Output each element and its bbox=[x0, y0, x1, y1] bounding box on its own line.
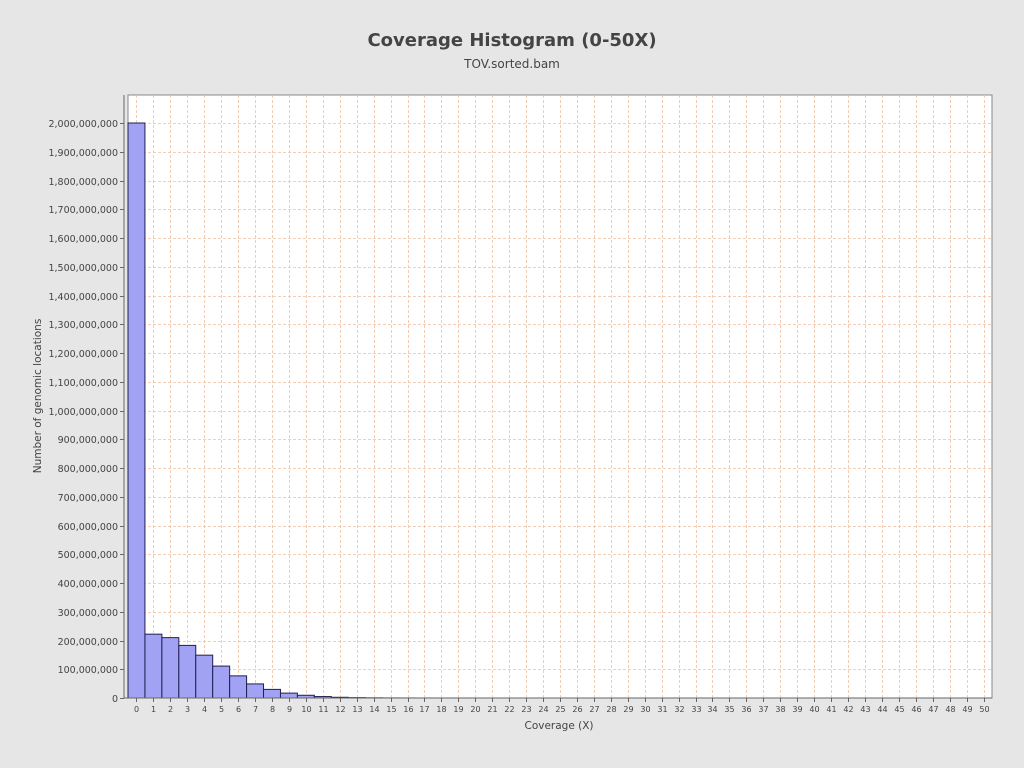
x-tick-label: 3 bbox=[185, 705, 190, 714]
y-tick-label: 1,400,000,000 bbox=[48, 292, 118, 303]
x-tick-label: 20 bbox=[470, 705, 480, 714]
x-tick-label: 14 bbox=[369, 705, 379, 714]
x-tick-label: 49 bbox=[962, 705, 972, 714]
y-axis-ticks: 0 100,000,000 200,000,000 300,000,000 400,00… bbox=[48, 119, 124, 705]
x-tick-label: 2 bbox=[168, 705, 173, 714]
x-tick-label: 23 bbox=[521, 705, 531, 714]
x-tick-label: 15 bbox=[386, 705, 396, 714]
y-tick-label: 200,000,000 bbox=[58, 637, 118, 648]
plot-area bbox=[127, 94, 993, 699]
chart-title: Coverage Histogram (0-50X) bbox=[367, 30, 657, 51]
x-tick-label: 9 bbox=[287, 705, 292, 714]
bars bbox=[127, 122, 468, 699]
x-axis-label: Coverage (X) bbox=[524, 720, 593, 732]
gridlines bbox=[128, 95, 992, 698]
x-tick-label: 46 bbox=[911, 705, 921, 714]
y-tick-label: 1,000,000,000 bbox=[48, 407, 118, 418]
x-tick-label: 13 bbox=[352, 705, 362, 714]
y-tick-label: 400,000,000 bbox=[58, 579, 118, 590]
x-tick-label: 25 bbox=[555, 705, 565, 714]
x-axis-ticks: 0 1 2 3 4 5 6 7 8 9 10 11 12 13 14 15 16 17 18 19 20 21 22 23 24… bbox=[134, 698, 990, 714]
x-tick-label: 45 bbox=[894, 705, 904, 714]
y-tick-label: 0 bbox=[112, 694, 118, 705]
x-tick-label: 1 bbox=[151, 705, 156, 714]
bar-0 bbox=[127, 122, 146, 699]
x-tick-label: 47 bbox=[928, 705, 938, 714]
x-tick-label: 11 bbox=[318, 705, 328, 714]
x-tick-label: 36 bbox=[741, 705, 751, 714]
x-tick-label: 28 bbox=[606, 705, 616, 714]
x-tick-label: 17 bbox=[419, 705, 429, 714]
y-tick-label: 500,000,000 bbox=[58, 550, 118, 561]
x-tick-label: 7 bbox=[253, 705, 258, 714]
y-tick-label: 2,000,000,000 bbox=[48, 119, 118, 130]
bar-8 bbox=[263, 688, 281, 699]
y-tick-label: 100,000,000 bbox=[58, 665, 118, 676]
bar-1 bbox=[144, 633, 163, 699]
y-tick-label: 600,000,000 bbox=[58, 522, 118, 533]
x-tick-label: 18 bbox=[436, 705, 446, 714]
bar-4 bbox=[195, 654, 214, 699]
x-tick-label: 31 bbox=[657, 705, 667, 714]
y-axis-label: Number of genomic locations bbox=[32, 319, 44, 474]
y-tick-label: 1,700,000,000 bbox=[48, 205, 118, 216]
y-tick-label: 900,000,000 bbox=[58, 435, 118, 446]
x-tick-label: 48 bbox=[945, 705, 955, 714]
bar-3 bbox=[178, 644, 197, 699]
x-tick-label: 27 bbox=[589, 705, 599, 714]
x-tick-label: 12 bbox=[335, 705, 345, 714]
x-tick-label: 34 bbox=[707, 705, 717, 714]
y-tick-label: 1,800,000,000 bbox=[48, 177, 118, 188]
x-tick-label: 0 bbox=[134, 705, 139, 714]
x-tick-label: 26 bbox=[572, 705, 582, 714]
y-tick-label: 1,500,000,000 bbox=[48, 263, 118, 274]
x-tick-label: 21 bbox=[487, 705, 497, 714]
bar-6 bbox=[229, 675, 248, 699]
x-tick-label: 22 bbox=[504, 705, 514, 714]
x-tick-label: 39 bbox=[792, 705, 802, 714]
y-tick-label: 1,900,000,000 bbox=[48, 148, 118, 159]
y-tick-label: 1,100,000,000 bbox=[48, 378, 118, 389]
bar-2 bbox=[161, 637, 180, 699]
x-tick-label: 16 bbox=[403, 705, 413, 714]
x-tick-label: 37 bbox=[758, 705, 768, 714]
x-tick-label: 30 bbox=[640, 705, 650, 714]
x-tick-label: 5 bbox=[219, 705, 224, 714]
bar-7 bbox=[246, 683, 265, 699]
x-tick-label: 24 bbox=[538, 705, 548, 714]
x-tick-label: 44 bbox=[877, 705, 887, 714]
x-tick-label: 6 bbox=[236, 705, 241, 714]
bar-5 bbox=[212, 665, 231, 699]
y-tick-label: 1,600,000,000 bbox=[48, 234, 118, 245]
x-tick-label: 33 bbox=[691, 705, 701, 714]
x-tick-label: 42 bbox=[843, 705, 853, 714]
x-tick-label: 40 bbox=[809, 705, 819, 714]
bar-9 bbox=[279, 692, 298, 699]
x-tick-label: 50 bbox=[979, 705, 989, 714]
x-tick-label: 4 bbox=[202, 705, 207, 714]
x-tick-label: 8 bbox=[270, 705, 275, 714]
x-tick-label: 19 bbox=[453, 705, 463, 714]
y-tick-label: 1,300,000,000 bbox=[48, 320, 118, 331]
x-tick-label: 38 bbox=[775, 705, 785, 714]
x-tick-label: 10 bbox=[301, 705, 311, 714]
chart-subtitle: TOV.sorted.bam bbox=[464, 57, 560, 71]
y-tick-label: 700,000,000 bbox=[58, 493, 118, 504]
x-tick-label: 43 bbox=[860, 705, 870, 714]
x-tick-label: 29 bbox=[623, 705, 633, 714]
x-tick-label: 35 bbox=[724, 705, 734, 714]
y-tick-label: 800,000,000 bbox=[58, 464, 118, 475]
y-tick-label: 1,200,000,000 bbox=[48, 349, 118, 360]
y-tick-label: 300,000,000 bbox=[58, 608, 118, 619]
x-tick-label: 41 bbox=[826, 705, 836, 714]
x-tick-label: 32 bbox=[674, 705, 684, 714]
